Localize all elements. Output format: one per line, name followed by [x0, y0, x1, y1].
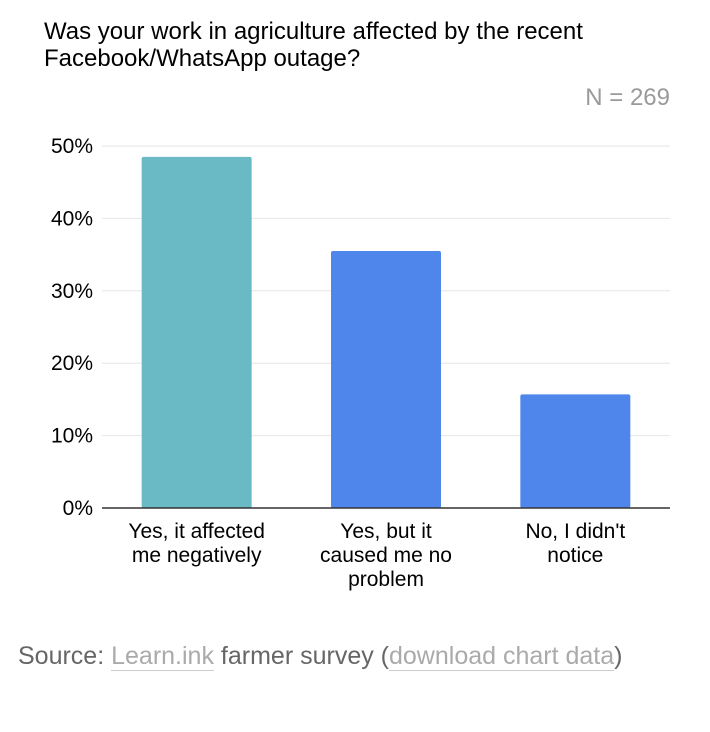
- source-prefix: Source:: [18, 642, 112, 670]
- bar: [331, 250, 441, 509]
- x-category-label: Yes, but it caused me no problem: [320, 520, 452, 591]
- y-tick-label: 10%: [51, 425, 93, 448]
- y-tick-label: 0%: [63, 497, 93, 520]
- x-axis-categories: Yes, it affected me negatively Yes, but it…: [128, 520, 625, 591]
- bars: [141, 156, 631, 509]
- x-category-label: Yes, it affected me negatively: [128, 520, 265, 567]
- source-middle: farmer survey (: [213, 642, 389, 670]
- y-axis-ticks: 0% 10% 20% 30% 40% 50%: [51, 135, 93, 520]
- y-tick-label: 40%: [51, 207, 93, 230]
- bar: [520, 394, 631, 508]
- y-tick-label: 50%: [51, 135, 93, 158]
- y-tick-label: 20%: [51, 352, 93, 375]
- bar-chart: 0% 10% 20% 30% 40% 50% Yes, it affected me neg…: [51, 135, 670, 591]
- bar: [141, 156, 252, 509]
- y-tick-label: 30%: [51, 280, 93, 303]
- download-chart-data-link[interactable]: download chart data: [389, 642, 615, 671]
- source-note: Source: Learn.ink farmer survey (downloa…: [18, 640, 678, 673]
- learn-ink-link[interactable]: Learn.ink: [111, 642, 214, 671]
- chart-title: Was your work in agriculture affected by…: [44, 18, 583, 72]
- x-category-label: No, I didn't notice: [525, 520, 625, 567]
- source-suffix: ): [614, 642, 623, 670]
- sample-size-label: N = 269: [585, 84, 670, 111]
